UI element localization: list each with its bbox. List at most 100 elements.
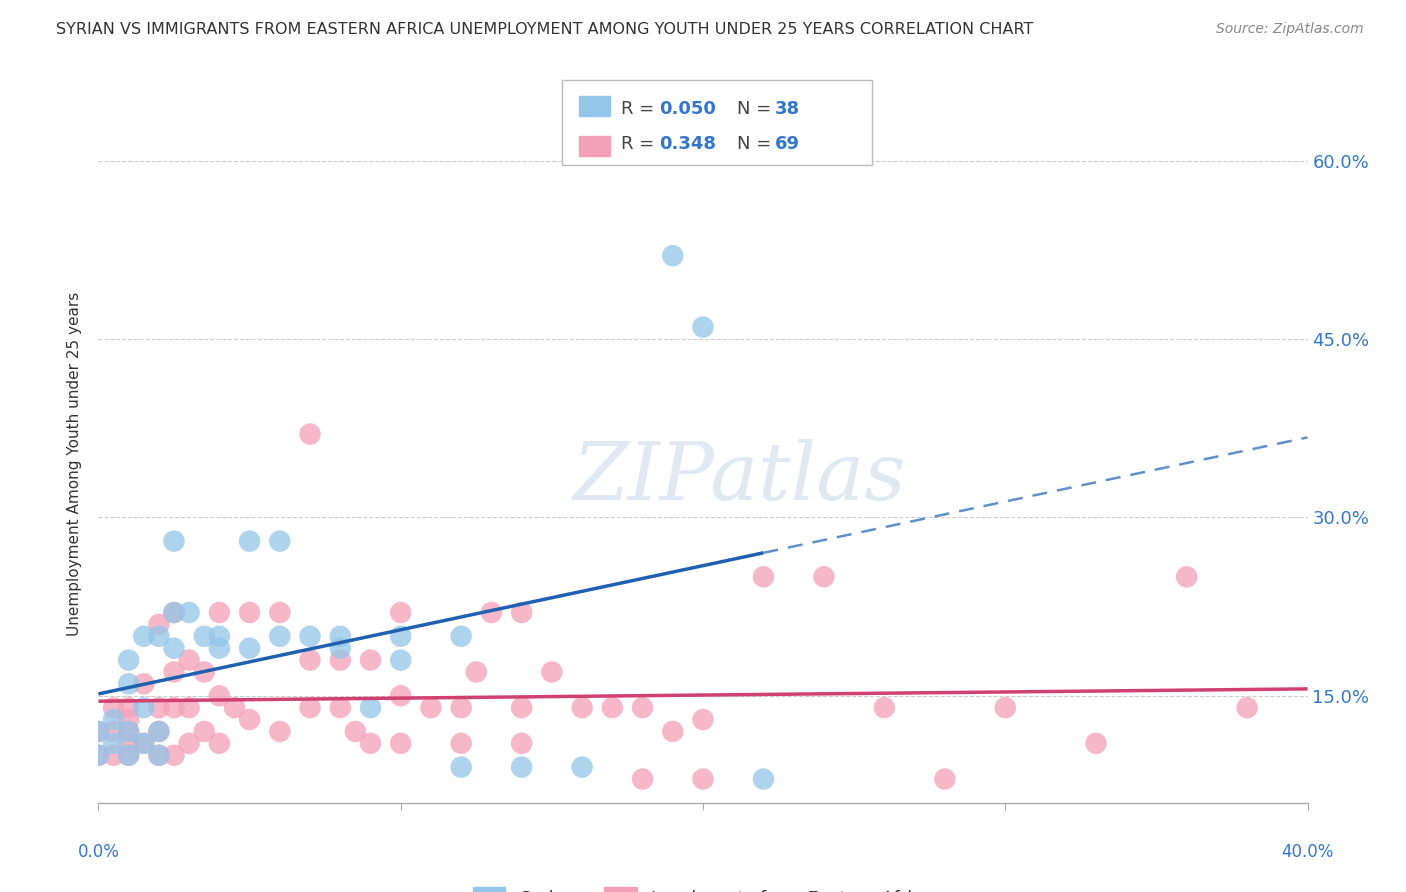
Point [299,653,322,667]
Point [118,700,141,714]
Point [481,606,503,620]
Point [87,748,110,763]
Point [299,700,322,714]
Point [269,724,291,739]
Text: Source: ZipAtlas.com: Source: ZipAtlas.com [1216,22,1364,37]
Point [193,665,215,679]
Text: 0.050: 0.050 [659,100,716,118]
Point [103,713,125,727]
Point [132,736,155,750]
Point [148,724,170,739]
Point [692,713,714,727]
Text: N =: N = [737,135,776,153]
Text: 0.0%: 0.0% [77,843,120,861]
Point [873,700,896,714]
Point [193,629,215,643]
Point [163,606,186,620]
Point [118,748,141,763]
Point [103,700,125,714]
Legend: Syrians, Immigrants from Eastern Africa: Syrians, Immigrants from Eastern Africa [465,880,941,892]
Point [450,629,472,643]
Point [239,713,262,727]
Point [752,570,775,584]
Point [1175,570,1198,584]
Point [163,665,186,679]
Point [571,700,593,714]
Point [132,700,155,714]
Point [239,641,262,656]
Point [450,760,472,774]
Point [163,748,186,763]
Point [510,606,533,620]
Point [103,736,125,750]
Point [118,724,141,739]
Point [118,713,141,727]
Point [163,606,186,620]
Point [450,736,472,750]
Text: 38: 38 [775,100,800,118]
Point [662,724,685,739]
Point [179,653,201,667]
Point [239,534,262,549]
Point [450,700,472,714]
Text: R =: R = [621,135,661,153]
Point [179,700,201,714]
Point [631,700,654,714]
Point [163,700,186,714]
Point [571,760,593,774]
Point [132,677,155,691]
Point [360,736,382,750]
Point [389,629,412,643]
Point [692,320,714,334]
Point [602,700,624,714]
Point [752,772,775,786]
Point [420,700,443,714]
Point [148,724,170,739]
Point [118,736,141,750]
Point [389,736,412,750]
Point [540,665,562,679]
Point [329,653,352,667]
Point [208,629,231,643]
Point [208,606,231,620]
Point [224,700,246,714]
Point [389,689,412,703]
Point [1085,736,1108,750]
Point [163,534,186,549]
Point [179,606,201,620]
Point [163,641,186,656]
Point [299,427,322,442]
Point [329,641,352,656]
Text: 69: 69 [775,135,800,153]
Point [360,653,382,667]
Point [87,748,110,763]
Point [723,843,745,857]
Point [510,760,533,774]
Point [118,748,141,763]
Point [148,748,170,763]
Point [465,665,488,679]
Point [148,748,170,763]
Point [208,736,231,750]
Point [299,629,322,643]
Point [344,724,367,739]
Point [269,534,291,549]
Point [329,629,352,643]
Y-axis label: Unemployment Among Youth under 25 years: Unemployment Among Youth under 25 years [67,292,83,636]
Point [389,653,412,667]
Point [934,772,956,786]
Point [269,629,291,643]
Point [179,736,201,750]
Point [269,606,291,620]
Text: 0.348: 0.348 [659,135,717,153]
Point [208,641,231,656]
Text: SYRIAN VS IMMIGRANTS FROM EASTERN AFRICA UNEMPLOYMENT AMONG YOUTH UNDER 25 YEARS: SYRIAN VS IMMIGRANTS FROM EASTERN AFRICA… [56,22,1033,37]
Point [329,700,352,714]
Point [148,617,170,632]
Point [118,677,141,691]
Text: N =: N = [737,100,776,118]
Point [692,772,714,786]
Text: R =: R = [621,100,661,118]
Point [132,736,155,750]
Point [510,736,533,750]
